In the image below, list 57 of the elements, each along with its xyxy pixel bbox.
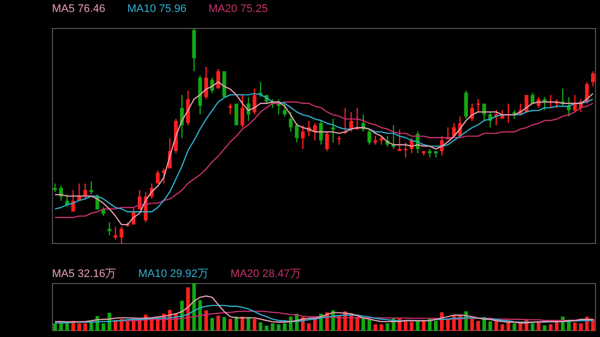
bar xyxy=(500,324,504,331)
bar xyxy=(264,326,268,331)
bar xyxy=(422,321,426,331)
bar xyxy=(126,321,130,331)
bar xyxy=(216,316,220,331)
bar xyxy=(282,323,287,331)
bar xyxy=(488,321,492,331)
bar xyxy=(494,321,498,331)
bar xyxy=(573,322,577,331)
bar xyxy=(434,320,438,331)
bar xyxy=(65,323,69,331)
bar xyxy=(307,323,311,331)
bar xyxy=(252,319,256,331)
bar xyxy=(591,319,595,331)
bar xyxy=(386,323,390,331)
bar xyxy=(404,321,408,331)
candlestick xyxy=(89,181,94,194)
bar xyxy=(548,324,552,331)
bar xyxy=(470,319,474,331)
text: MA5 32.16万 xyxy=(52,266,116,280)
bar xyxy=(380,324,384,331)
bar xyxy=(374,324,378,331)
bar xyxy=(59,323,63,331)
text: MA5 76.46 xyxy=(52,3,106,15)
text: MA10 75.96 xyxy=(127,3,187,15)
text: MA20 28.47万 xyxy=(230,266,301,280)
bar xyxy=(89,322,94,331)
bar xyxy=(410,322,414,331)
bar xyxy=(53,323,57,331)
bar xyxy=(536,322,540,331)
bar xyxy=(542,325,546,331)
bar xyxy=(566,321,571,331)
bar xyxy=(258,322,262,331)
bar xyxy=(530,323,534,331)
bar xyxy=(228,319,232,331)
bar xyxy=(476,320,480,331)
text: MA10 29.92万 xyxy=(138,266,209,280)
bar xyxy=(192,283,196,331)
bar xyxy=(368,320,372,331)
candlestick xyxy=(434,151,438,158)
bar xyxy=(276,324,280,331)
candlestick xyxy=(228,104,232,114)
bar xyxy=(270,323,274,331)
bar xyxy=(222,317,226,331)
bar xyxy=(506,322,510,331)
bar xyxy=(210,318,214,331)
bar xyxy=(83,323,88,331)
bar xyxy=(446,319,450,331)
bar xyxy=(512,323,516,331)
bar xyxy=(579,323,583,331)
bar xyxy=(204,310,208,331)
candlestick xyxy=(428,148,432,158)
bar xyxy=(518,323,522,331)
bar xyxy=(361,318,366,331)
bar xyxy=(102,323,106,331)
bar xyxy=(77,323,82,331)
text: MA20 75.25 xyxy=(208,3,268,15)
